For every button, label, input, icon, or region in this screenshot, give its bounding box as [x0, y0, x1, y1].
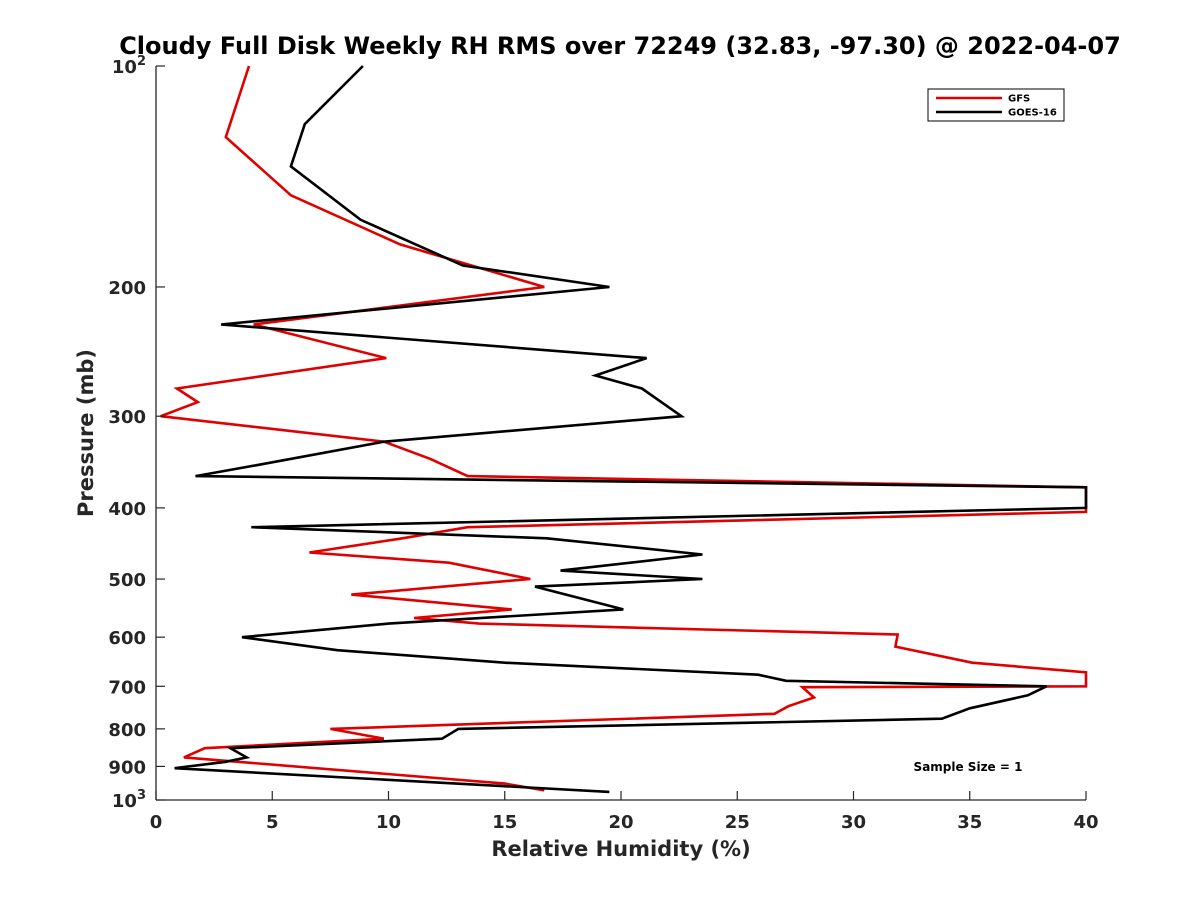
- legend-box: [927, 88, 1065, 122]
- y-tick-label: 103: [112, 788, 146, 812]
- series-group: [160, 65, 1088, 794]
- y-tick-label: 200: [108, 278, 146, 299]
- y-ticks: 102 200 300 400 500 600 700 800 900 103: [108, 54, 165, 812]
- series-line-goes-16: [174, 65, 1088, 794]
- series-line-gfs: [160, 65, 1088, 792]
- x-tick-label: 40: [1073, 812, 1098, 833]
- x-tick-label: 15: [492, 812, 517, 833]
- x-tick-label: 10: [376, 812, 401, 833]
- plot-background: [156, 66, 1086, 800]
- y-tick-label: 102: [112, 54, 146, 78]
- chart-title: Cloudy Full Disk Weekly RH RMS over 7224…: [119, 32, 1121, 60]
- y-tick-label: 900: [108, 757, 146, 778]
- y-tick-label: 800: [108, 720, 146, 741]
- x-tick-label: 5: [266, 812, 279, 833]
- y-tick-label: 300: [108, 407, 146, 428]
- x-tick-label: 30: [841, 812, 866, 833]
- sample-size-annotation: Sample Size = 1: [914, 760, 1023, 774]
- y-tick-label: 500: [108, 570, 146, 591]
- y-tick-label: 700: [108, 677, 146, 698]
- y-axis-label: Pressure (mb): [74, 349, 98, 517]
- legend: GFS GOES-16: [927, 88, 1065, 122]
- x-tick-label: 0: [150, 812, 163, 833]
- x-tick-label: 20: [608, 812, 633, 833]
- x-ticks: 0 5 10 15 20 25 30 35 40: [150, 791, 1099, 833]
- plot-area: 0 5 10 15 20 25 30 35 40 102 200 300 400 500 600 700 80…: [108, 54, 1098, 833]
- y-tick-label: 600: [108, 628, 146, 649]
- x-tick-label: 35: [957, 812, 982, 833]
- y-tick-label: 400: [108, 499, 146, 520]
- x-axis-label: Relative Humidity (%): [491, 837, 750, 861]
- x-tick-label: 25: [725, 812, 750, 833]
- legend-label: GOES-16: [1008, 108, 1057, 119]
- legend-label: GFS: [1008, 94, 1030, 105]
